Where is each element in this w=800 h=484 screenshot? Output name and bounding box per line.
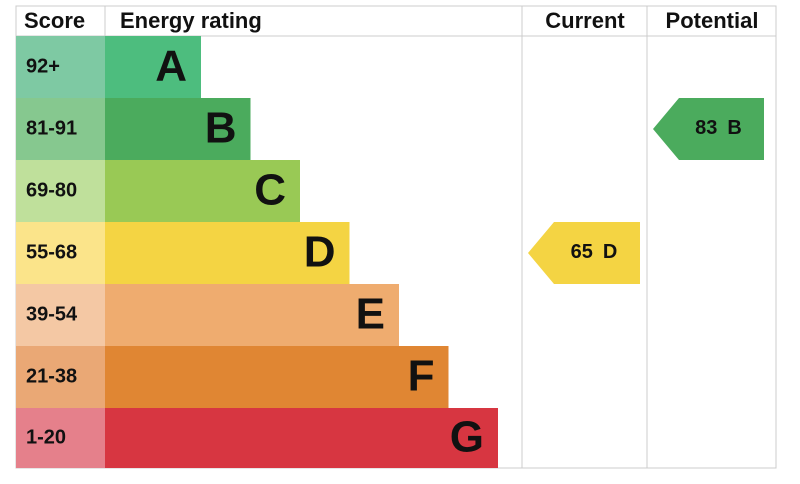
score-label: 69-80 bbox=[26, 179, 77, 201]
rating-bar bbox=[105, 222, 350, 284]
header-current: Current bbox=[545, 8, 625, 33]
score-cell bbox=[16, 284, 105, 346]
header-potential: Potential bbox=[666, 8, 759, 33]
rating-bar bbox=[105, 408, 498, 468]
current-band: D bbox=[603, 241, 617, 263]
rating-letter: F bbox=[408, 352, 435, 401]
rating-letter: G bbox=[450, 413, 484, 462]
potential-label: 83 B bbox=[695, 117, 742, 139]
current-arrow bbox=[528, 222, 640, 284]
score-label: 21-38 bbox=[26, 365, 77, 387]
potential-value: 83 bbox=[695, 117, 717, 139]
score-cell bbox=[16, 408, 105, 468]
score-label: 1-20 bbox=[26, 426, 66, 448]
current-label: 65 D bbox=[571, 241, 618, 263]
rating-bar bbox=[105, 284, 399, 346]
score-cell bbox=[16, 98, 105, 160]
rating-letter: D bbox=[304, 228, 336, 277]
score-cell bbox=[16, 160, 105, 222]
current-value: 65 bbox=[571, 241, 593, 263]
header-score: Score bbox=[24, 8, 85, 33]
rating-bar bbox=[105, 346, 449, 408]
header-rating: Energy rating bbox=[120, 8, 262, 33]
score-label: 39-54 bbox=[26, 303, 78, 325]
score-cell bbox=[16, 346, 105, 408]
rating-letter: A bbox=[155, 42, 187, 91]
score-label: 55-68 bbox=[26, 241, 77, 263]
rating-bar bbox=[105, 160, 300, 222]
rating-bar bbox=[105, 36, 201, 98]
score-label: 81-91 bbox=[26, 117, 77, 139]
rating-letter: E bbox=[356, 290, 385, 339]
score-cell bbox=[16, 222, 105, 284]
potential-arrow bbox=[653, 98, 764, 160]
rating-letter: C bbox=[254, 166, 286, 215]
rating-bar bbox=[105, 98, 251, 160]
potential-band: B bbox=[727, 117, 741, 139]
rating-letter: B bbox=[205, 104, 237, 153]
score-label: 92+ bbox=[26, 55, 60, 77]
score-cell bbox=[16, 36, 105, 98]
